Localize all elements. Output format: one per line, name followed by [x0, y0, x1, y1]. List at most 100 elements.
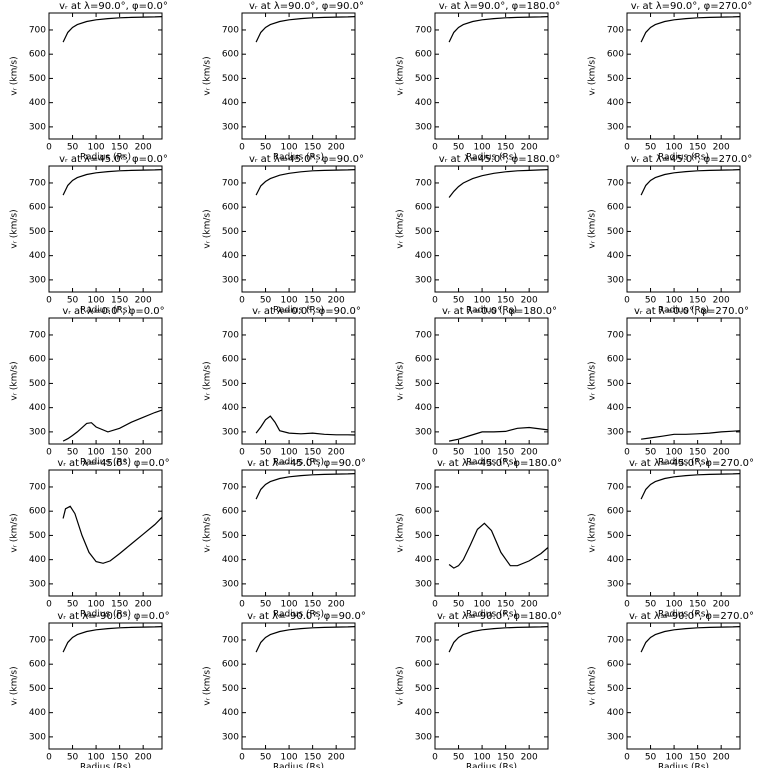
x-tick-label: 150	[111, 448, 128, 458]
plot-frame	[626, 469, 741, 597]
y-tick-label: 400	[222, 251, 239, 261]
panel: vᵣ at λ=45.0°, φ=0.0° 0 50 100 150 200 300 400 5…	[10, 154, 168, 316]
chart-title: vᵣ at λ=-90.0°, φ=90.0°	[247, 611, 366, 622]
y-axis-label: vᵣ (km/s)	[396, 666, 406, 705]
y-tick-label: 400	[607, 98, 624, 108]
line	[640, 16, 741, 43]
x-tick-label: 150	[689, 600, 706, 610]
x-tick-label: 200	[521, 448, 538, 458]
y-tick-label: 700	[607, 635, 624, 645]
chart-title: vᵣ at λ=45.0°, φ=180.0°	[439, 154, 560, 165]
y-tick-label: 700	[29, 482, 46, 492]
line	[62, 505, 163, 564]
line	[255, 626, 356, 653]
x-tick-label: 150	[497, 296, 514, 306]
chart-title: vᵣ at λ=90.0°, φ=180.0°	[439, 1, 560, 12]
y-tick-label: 600	[222, 507, 239, 517]
y-tick-label: 400	[415, 555, 432, 565]
plot-frame	[434, 469, 549, 597]
x-tick-label: 150	[304, 143, 321, 153]
x-tick-label: 100	[87, 448, 104, 458]
x-tick-label: 0	[432, 143, 438, 153]
x-tick-label: 200	[135, 143, 152, 153]
y-tick-label: 500	[607, 227, 624, 237]
y-tick-label: 400	[607, 708, 624, 718]
y-tick-label: 500	[222, 684, 239, 694]
y-tick-label: 300	[415, 122, 432, 132]
y-tick-label: 500	[222, 531, 239, 541]
y-tick-label: 500	[415, 74, 432, 84]
plot-frame	[434, 622, 549, 750]
line	[255, 473, 356, 500]
y-tick-label: 600	[29, 660, 46, 670]
x-tick-label: 0	[239, 753, 245, 763]
x-tick-label: 100	[87, 753, 104, 763]
y-tick-label: 500	[415, 227, 432, 237]
y-tick-label: 500	[29, 684, 46, 694]
y-tick-label: 300	[29, 732, 46, 742]
panel: vᵣ at λ=-45.0°, φ=90.0° 0 50 100 150 200 300 40…	[203, 458, 366, 620]
y-tick-label: 600	[607, 660, 624, 670]
x-tick-label: 200	[713, 448, 730, 458]
x-tick-label: 0	[46, 600, 52, 610]
line	[448, 522, 549, 569]
y-tick-label: 700	[607, 330, 624, 340]
line	[641, 430, 741, 440]
plot-frame	[48, 317, 163, 445]
x-tick-label: 100	[87, 143, 104, 153]
x-tick-label: 100	[473, 600, 490, 610]
panel: vᵣ at λ=-45.0°, φ=270.0° 0 50 100 150 200 300 4…	[588, 458, 755, 620]
x-tick-label: 200	[328, 448, 345, 458]
x-tick-label: 50	[260, 448, 272, 458]
x-tick-label: 0	[624, 448, 630, 458]
x-tick-label: 150	[497, 448, 514, 458]
y-tick-label: 400	[415, 251, 432, 261]
y-tick-label: 500	[607, 684, 624, 694]
x-tick-label: 200	[135, 296, 152, 306]
y-tick-label: 600	[29, 355, 46, 365]
x-axis-label: Radius (Rs)	[466, 153, 517, 163]
y-tick-label: 500	[29, 227, 46, 237]
x-axis-label: Radius (Rs)	[273, 763, 324, 768]
y-tick-label: 600	[607, 203, 624, 213]
line	[62, 626, 163, 653]
panel: vᵣ at λ=0.0°, φ=180.0° 0 50 100 150 200 300 400…	[396, 306, 558, 468]
x-axis-label: Radius (Rs)	[80, 458, 131, 468]
y-tick-label: 300	[415, 579, 432, 589]
plot-frame	[241, 12, 356, 140]
plot-frame	[626, 317, 741, 445]
plot-frame	[626, 12, 741, 140]
x-tick-label: 200	[521, 753, 538, 763]
x-tick-label: 150	[497, 143, 514, 153]
x-tick-label: 100	[473, 448, 490, 458]
y-tick-label: 500	[607, 531, 624, 541]
x-axis-label: Radius (Rs)	[80, 610, 131, 620]
y-tick-label: 400	[415, 403, 432, 413]
x-tick-label: 100	[87, 296, 104, 306]
line	[255, 16, 356, 43]
y-tick-label: 700	[607, 25, 624, 35]
y-tick-label: 600	[415, 355, 432, 365]
x-tick-label: 100	[473, 143, 490, 153]
x-axis-label: Radius (Rs)	[658, 610, 709, 620]
x-axis-label: Radius (Rs)	[466, 610, 517, 620]
y-tick-label: 400	[29, 251, 46, 261]
y-tick-label: 700	[29, 635, 46, 645]
y-axis-label: vᵣ (km/s)	[10, 209, 20, 248]
y-tick-label: 400	[222, 98, 239, 108]
panel: vᵣ at λ=0.0°, φ=0.0° 0 50 100 150 200 300 400 50…	[10, 306, 165, 468]
y-axis-label: vᵣ (km/s)	[10, 666, 20, 705]
plot-frame	[241, 622, 356, 750]
x-axis-label: Radius (Rs)	[273, 458, 324, 468]
x-tick-label: 0	[432, 296, 438, 306]
chart-title: vᵣ at λ=45.0°, φ=90.0°	[249, 154, 364, 165]
y-axis-label: vᵣ (km/s)	[203, 513, 213, 552]
y-tick-label: 700	[222, 482, 239, 492]
x-tick-label: 0	[624, 143, 630, 153]
x-tick-label: 200	[713, 753, 730, 763]
y-tick-label: 700	[222, 635, 239, 645]
x-tick-label: 0	[46, 753, 52, 763]
x-axis-label: Radius (Rs)	[80, 153, 131, 163]
y-tick-label: 700	[415, 330, 432, 340]
x-tick-label: 50	[67, 143, 79, 153]
